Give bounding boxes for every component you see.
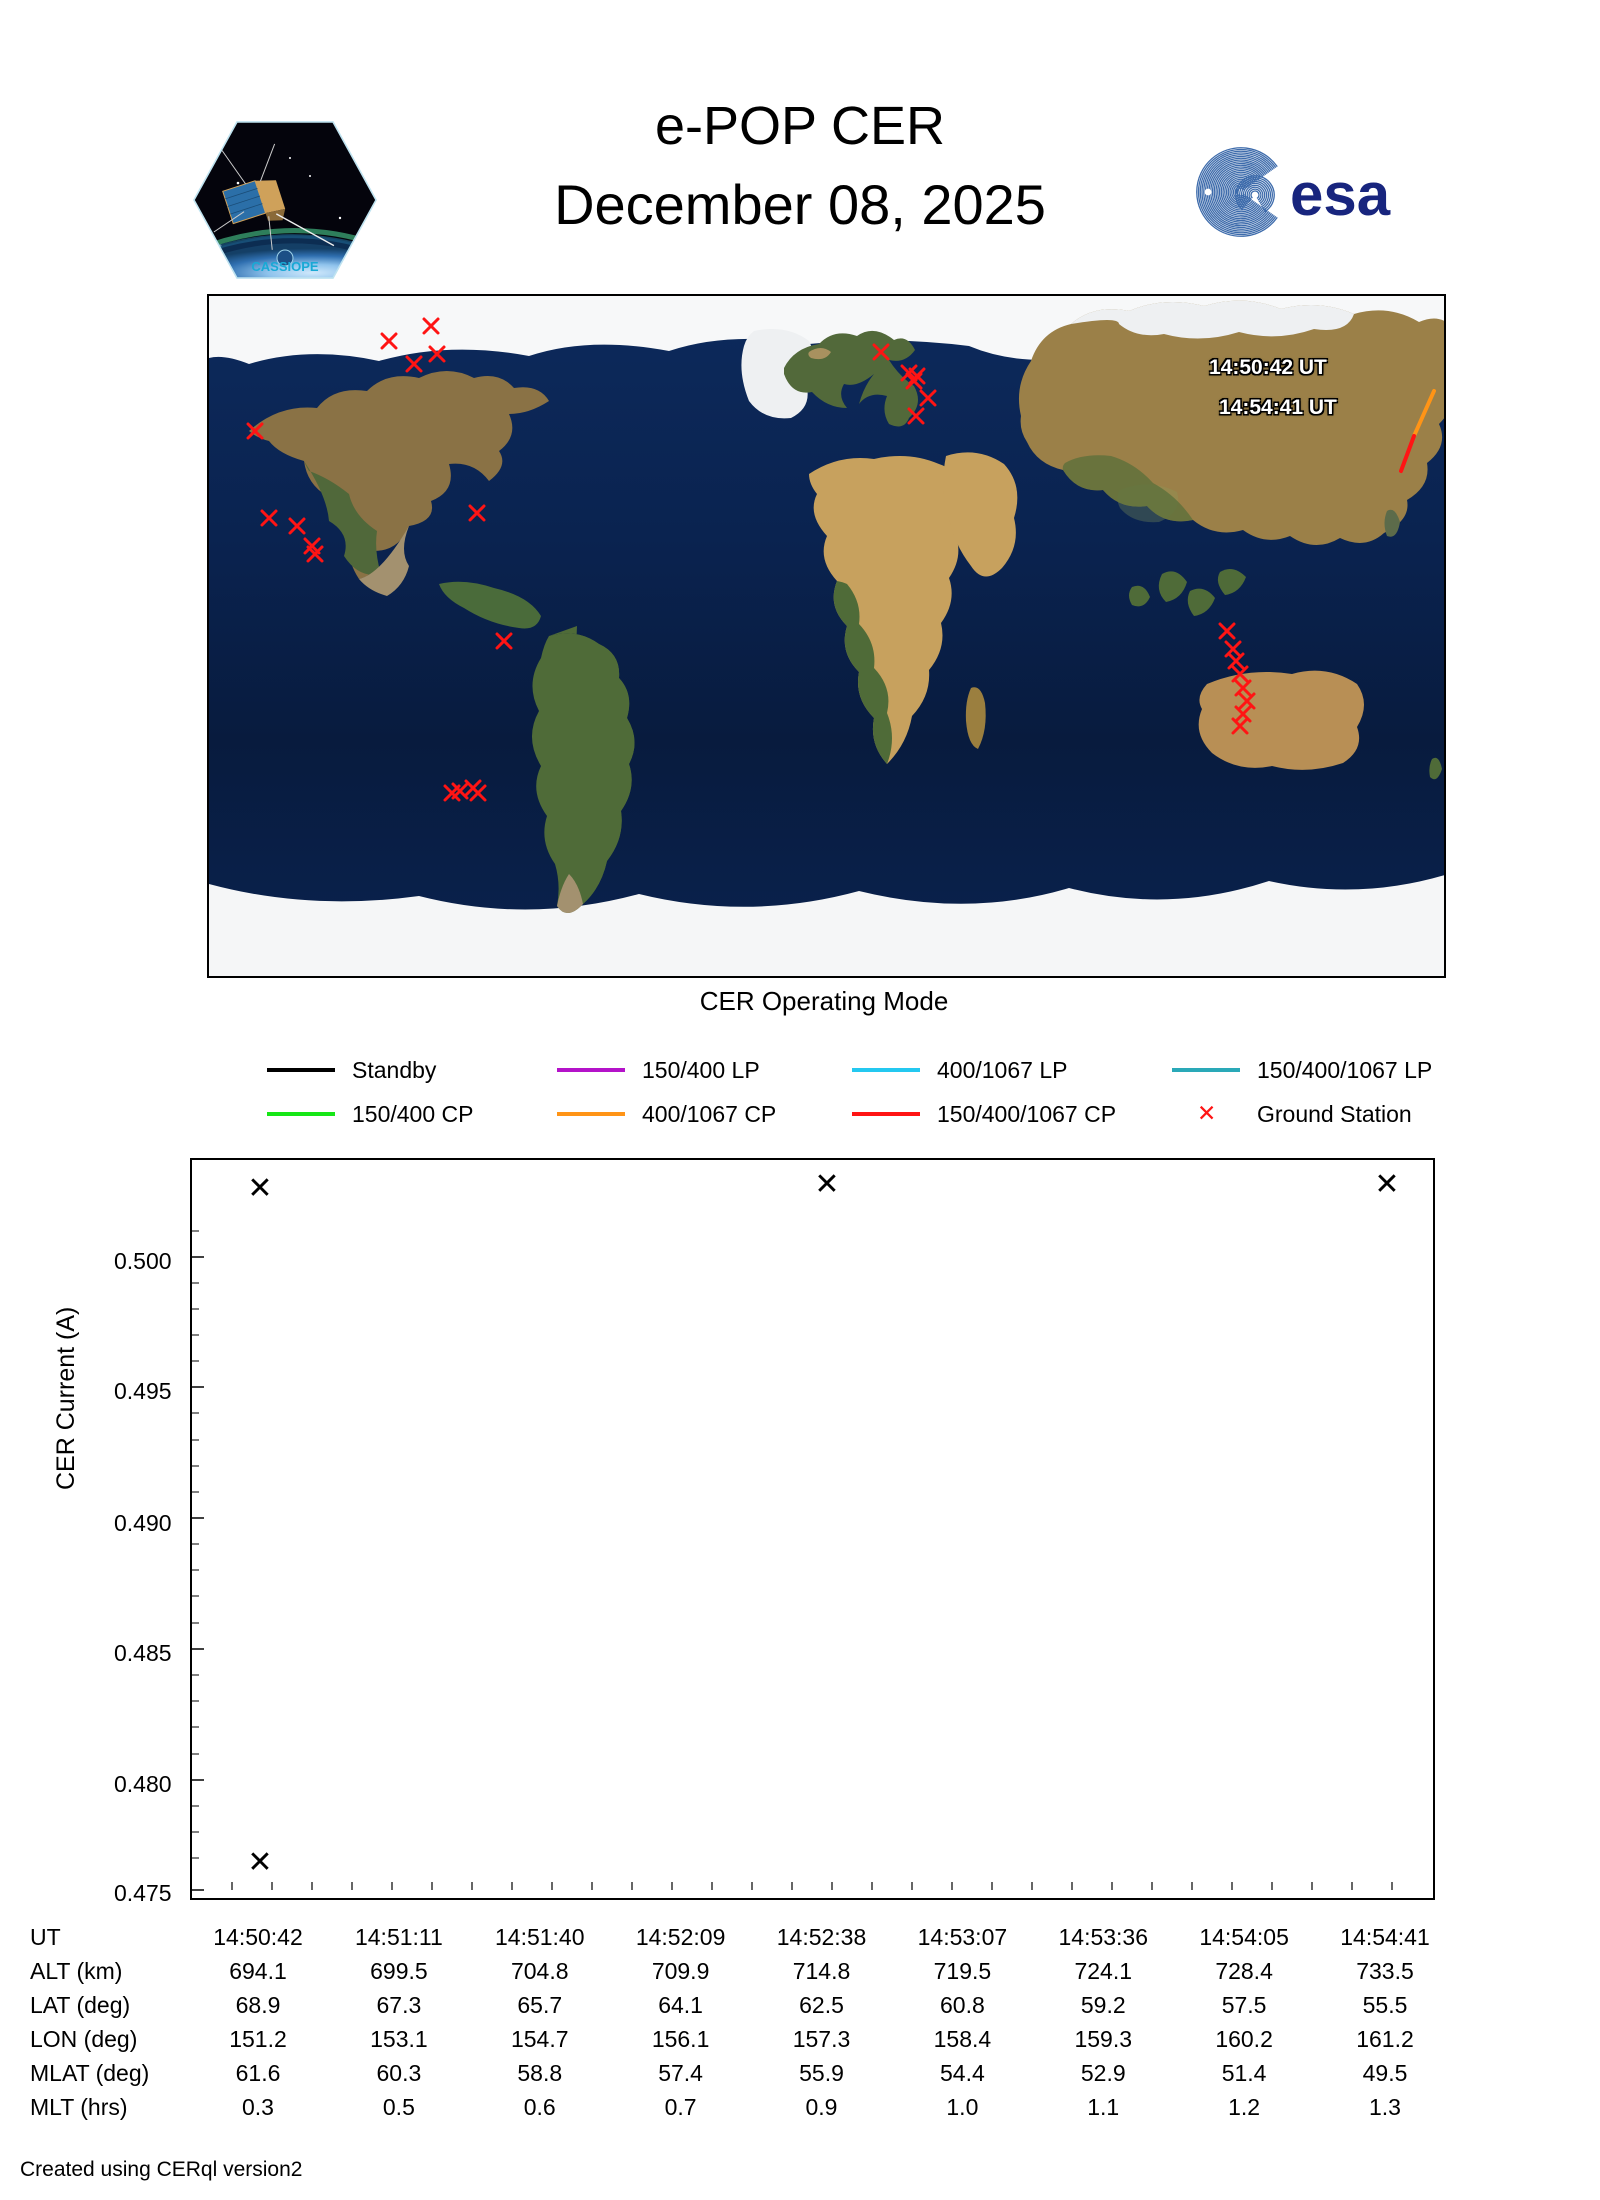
svg-text:✕: ✕ — [814, 1168, 839, 1201]
svg-text:CASSIOPE: CASSIOPE — [251, 259, 319, 274]
svg-text:✕: ✕ — [247, 1846, 272, 1879]
svg-text:✕: ✕ — [1374, 1168, 1399, 1201]
svg-text:✕: ✕ — [247, 1172, 272, 1205]
svg-text:esa: esa — [1290, 161, 1391, 228]
